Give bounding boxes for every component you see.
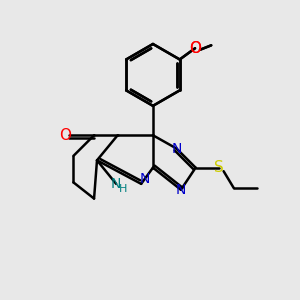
Text: N: N [111,177,121,191]
Text: O: O [189,41,201,56]
Text: N: N [140,172,150,186]
Text: O: O [189,41,201,56]
Text: N: N [176,183,186,197]
Text: H: H [118,184,127,194]
Text: O: O [59,128,71,143]
Text: N: N [171,142,182,155]
Text: S: S [214,160,224,175]
